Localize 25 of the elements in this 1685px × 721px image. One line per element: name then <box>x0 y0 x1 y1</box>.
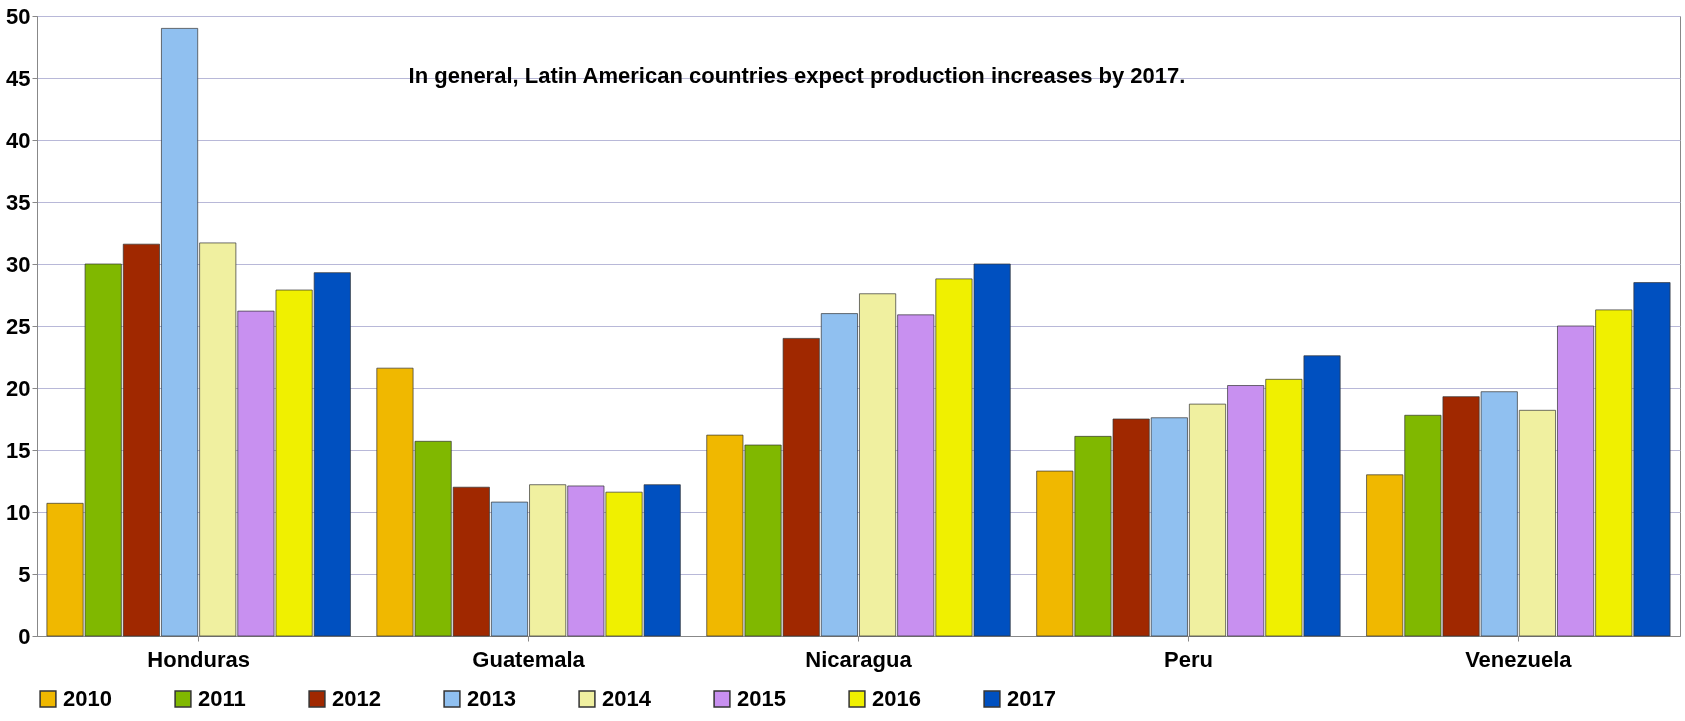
legend-label: 2013 <box>467 686 516 711</box>
annotation: In general, Latin American countries expect production increases by 2017. <box>408 63 1186 88</box>
x-tick-label: Honduras <box>147 646 250 672</box>
x-tick-label: Venezuela <box>1465 646 1573 672</box>
legend-label: 2010 <box>63 686 112 711</box>
y-tick-label: 15 <box>6 437 31 463</box>
y-tick-label: 30 <box>6 251 31 277</box>
legend-label: 2011 <box>198 686 246 711</box>
y-tick-label: 40 <box>6 127 31 153</box>
x-tick-label: Guatemala <box>472 646 586 672</box>
legend-label: 2017 <box>1007 686 1056 711</box>
y-tick-label: 35 <box>6 189 31 215</box>
legend-label: 2016 <box>872 686 921 711</box>
x-tick-label: Nicaragua <box>805 646 913 672</box>
y-tick-label: 10 <box>6 499 31 525</box>
legend-label: 2012 <box>332 686 381 711</box>
x-tick-label: Peru <box>1163 646 1213 672</box>
legend-label: 2014 <box>602 686 652 711</box>
y-tick-label: 5 <box>18 561 31 587</box>
y-tick-label: 0 <box>18 623 31 649</box>
legend-label: 2015 <box>737 686 786 711</box>
y-tick-label: 50 <box>6 3 31 29</box>
y-tick-label: 25 <box>6 313 31 339</box>
y-tick-label: 20 <box>6 375 31 401</box>
y-tick-label: 45 <box>6 65 31 91</box>
